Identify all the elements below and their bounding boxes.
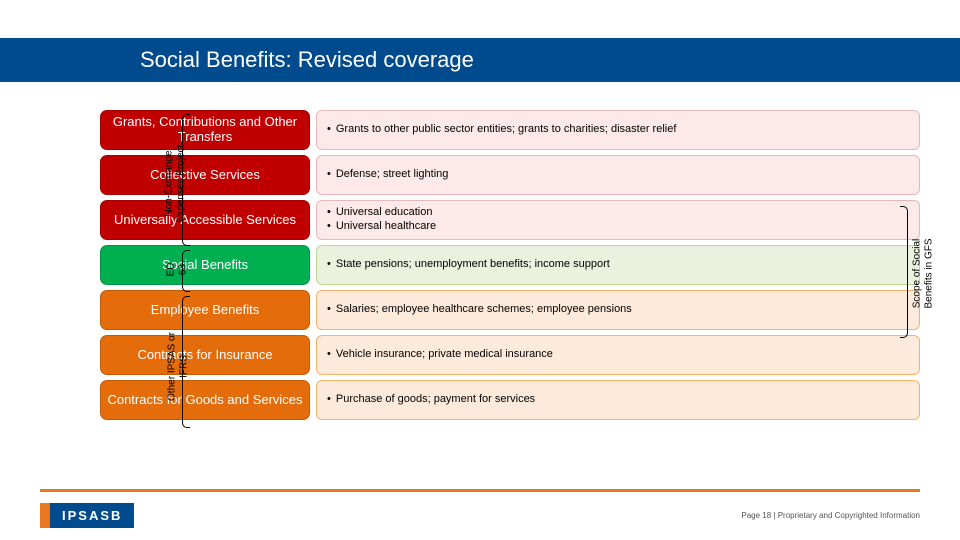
slide-title: Social Benefits: Revised coverage bbox=[140, 47, 474, 73]
category-box: Employee Benefits bbox=[100, 290, 310, 330]
category-box: Grants, Contributions and Other Transfer… bbox=[100, 110, 310, 150]
label-other-ipsas: Other IPSAS or IFRS bbox=[167, 307, 190, 427]
description-box: State pensions; unemployment benefits; i… bbox=[316, 245, 920, 285]
title-band: Social Benefits: Revised coverage bbox=[0, 38, 960, 82]
bullet: Defense; street lighting bbox=[327, 168, 909, 182]
slide-body: Grants, Contributions and Other Transfer… bbox=[100, 110, 920, 425]
bullet: Grants to other public sector entities; … bbox=[327, 123, 909, 137]
row-6: Contracts for Goods and Services Purchase… bbox=[100, 380, 920, 420]
description-box: Vehicle insurance; private medical insur… bbox=[316, 335, 920, 375]
label-scope-gfs: Scope of Social Benefits in GFS bbox=[912, 214, 935, 334]
row-4: Employee Benefits Salaries; employee heal… bbox=[100, 290, 920, 330]
label-ed63: ED 63 bbox=[166, 250, 189, 290]
description-box: Grants to other public sector entities; … bbox=[316, 110, 920, 150]
description-box: Universal educationUniversal healthcare bbox=[316, 200, 920, 240]
description-box: Salaries; employee healthcare schemes; e… bbox=[316, 290, 920, 330]
bullet: Universal education bbox=[327, 206, 909, 220]
description-box: Defense; street lighting bbox=[316, 155, 920, 195]
category-box: Social Benefits bbox=[100, 245, 310, 285]
bullet: Vehicle insurance; private medical insur… bbox=[327, 348, 909, 362]
bracket-scope-gfs bbox=[900, 206, 908, 338]
category-box: Contracts for Insurance bbox=[100, 335, 310, 375]
bullet: State pensions; unemployment benefits; i… bbox=[327, 258, 909, 272]
footer-rule bbox=[40, 489, 920, 492]
row-2: Universally Accessible ServicesUniversal… bbox=[100, 200, 920, 240]
row-5: Contracts for Insurance Vehicle insurance… bbox=[100, 335, 920, 375]
bullet: Purchase of goods; payment for services bbox=[327, 393, 909, 407]
category-box: Contracts for Goods and Services bbox=[100, 380, 310, 420]
logo: IPSASB bbox=[40, 503, 134, 528]
category-box: Collective Services bbox=[100, 155, 310, 195]
bullet: Universal healthcare bbox=[327, 220, 909, 234]
bullet: Salaries; employee healthcare schemes; e… bbox=[327, 303, 909, 317]
category-box: Universally Accessible Services bbox=[100, 200, 310, 240]
page-note: Page 18 | Proprietary and Copyrighted In… bbox=[741, 511, 920, 520]
row-3: Social Benefits State pensions; unemploym… bbox=[100, 245, 920, 285]
row-1: Collective Services Defense; street light… bbox=[100, 155, 920, 195]
label-non-exchange: Non-Exchange Expenses Project bbox=[164, 124, 187, 244]
description-box: Purchase of goods; payment for services bbox=[316, 380, 920, 420]
footer: IPSASB Page 18 | Proprietary and Copyrig… bbox=[40, 503, 920, 528]
row-0: Grants, Contributions and Other Transfer… bbox=[100, 110, 920, 150]
